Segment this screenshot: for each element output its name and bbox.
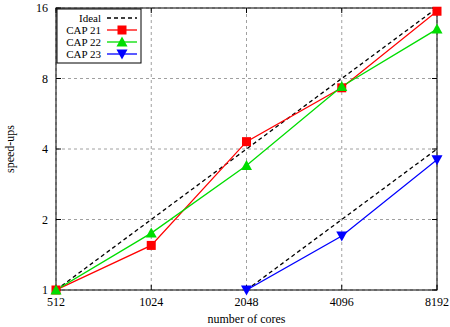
chart-svg: 512 1024 2048 4096 8192 1 2 4 8 16 number of cores…	[0, 0, 450, 327]
series-marker	[147, 241, 156, 250]
tick-label-x: 1024	[139, 295, 163, 309]
tick-y-right	[432, 219, 437, 220]
grid-line-y	[56, 149, 437, 150]
legend-swatch	[107, 17, 137, 18]
legend-label: CAP 23	[66, 48, 101, 60]
tick-y-right	[432, 149, 437, 150]
series-line	[56, 8, 437, 290]
tick-label-y: 2	[42, 213, 48, 227]
series-marker	[433, 7, 442, 16]
series-marker	[336, 232, 347, 242]
series-marker	[336, 81, 347, 91]
series-line	[247, 160, 438, 290]
series-marker	[51, 285, 62, 295]
series-marker	[52, 286, 61, 295]
series-line	[56, 29, 437, 290]
legend-marker	[117, 37, 128, 47]
legend-label: Ideal	[79, 12, 101, 24]
lines-group	[56, 8, 437, 290]
legend-label: CAP 22	[66, 36, 101, 48]
tick-x-top	[151, 8, 152, 13]
grid-line-x	[341, 8, 342, 290]
legend-marker	[117, 50, 128, 60]
series-marker	[432, 24, 443, 34]
series-marker	[241, 160, 252, 170]
tick-label-y: 1	[42, 283, 48, 297]
tick-y	[56, 219, 61, 220]
y-axis-label: speed-ups	[3, 125, 17, 173]
legend-label: CAP 21	[66, 24, 101, 36]
tick-x	[151, 285, 152, 290]
tick-label-y: 4	[42, 142, 48, 156]
series-marker	[146, 228, 157, 238]
tick-x-top	[341, 8, 342, 13]
legend: IdealCAP 21CAP 22CAP 23	[57, 9, 141, 63]
tick-label-x: 2048	[235, 295, 259, 309]
series-marker	[241, 286, 252, 296]
tick-x-top	[246, 8, 247, 13]
grid-line-y	[56, 219, 437, 220]
series-marker	[432, 155, 443, 165]
tick-x	[341, 285, 342, 290]
tick-y	[56, 149, 61, 150]
markers-group	[51, 7, 443, 296]
tick-y	[56, 78, 61, 79]
tick-label-y: 8	[42, 72, 48, 86]
series-marker	[242, 137, 251, 146]
legend-marker	[118, 26, 127, 35]
plot-frame	[56, 8, 437, 290]
chart-container: 512 1024 2048 4096 8192 1 2 4 8 16 number of cores…	[0, 0, 450, 327]
tick-label-x: 512	[47, 295, 65, 309]
tick-label-y: 16	[36, 1, 48, 15]
tick-label-x: 4096	[330, 295, 354, 309]
grid-line-y	[56, 78, 437, 79]
tick-label-x: 8192	[425, 295, 449, 309]
tick-y-right	[432, 78, 437, 79]
x-axis-label: number of cores	[208, 312, 286, 326]
legend-box	[57, 9, 141, 63]
grid-line-x	[246, 8, 247, 290]
